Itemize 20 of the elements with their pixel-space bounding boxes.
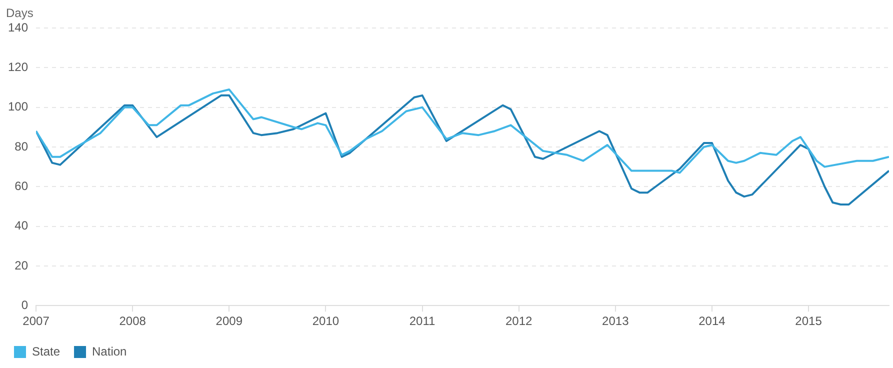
- y-tick-label: 140: [8, 20, 28, 34]
- y-tick-label: 20: [14, 258, 28, 272]
- x-tick-label: 2011: [409, 314, 436, 328]
- x-tick-label: 2012: [505, 314, 533, 328]
- x-tick-label: 2007: [22, 314, 50, 328]
- legend-label: Nation: [92, 344, 127, 358]
- x-tick-label: 2010: [312, 314, 340, 328]
- y-axis-title: Days: [6, 6, 34, 20]
- y-tick-label: 0: [21, 298, 28, 312]
- x-tick-label: 2013: [602, 314, 630, 328]
- x-tick-label: 2008: [119, 314, 146, 328]
- y-tick-label: 40: [14, 218, 28, 233]
- legend-label: State: [32, 344, 60, 358]
- y-tick-label: 120: [8, 60, 28, 74]
- x-tick-label: 2015: [795, 314, 822, 328]
- y-tick-label: 80: [14, 139, 28, 154]
- x-tick-label: 2009: [216, 314, 243, 328]
- x-tick-label: 2014: [698, 314, 726, 328]
- y-tick-label: 100: [8, 100, 28, 114]
- y-tick-label: 60: [14, 178, 28, 193]
